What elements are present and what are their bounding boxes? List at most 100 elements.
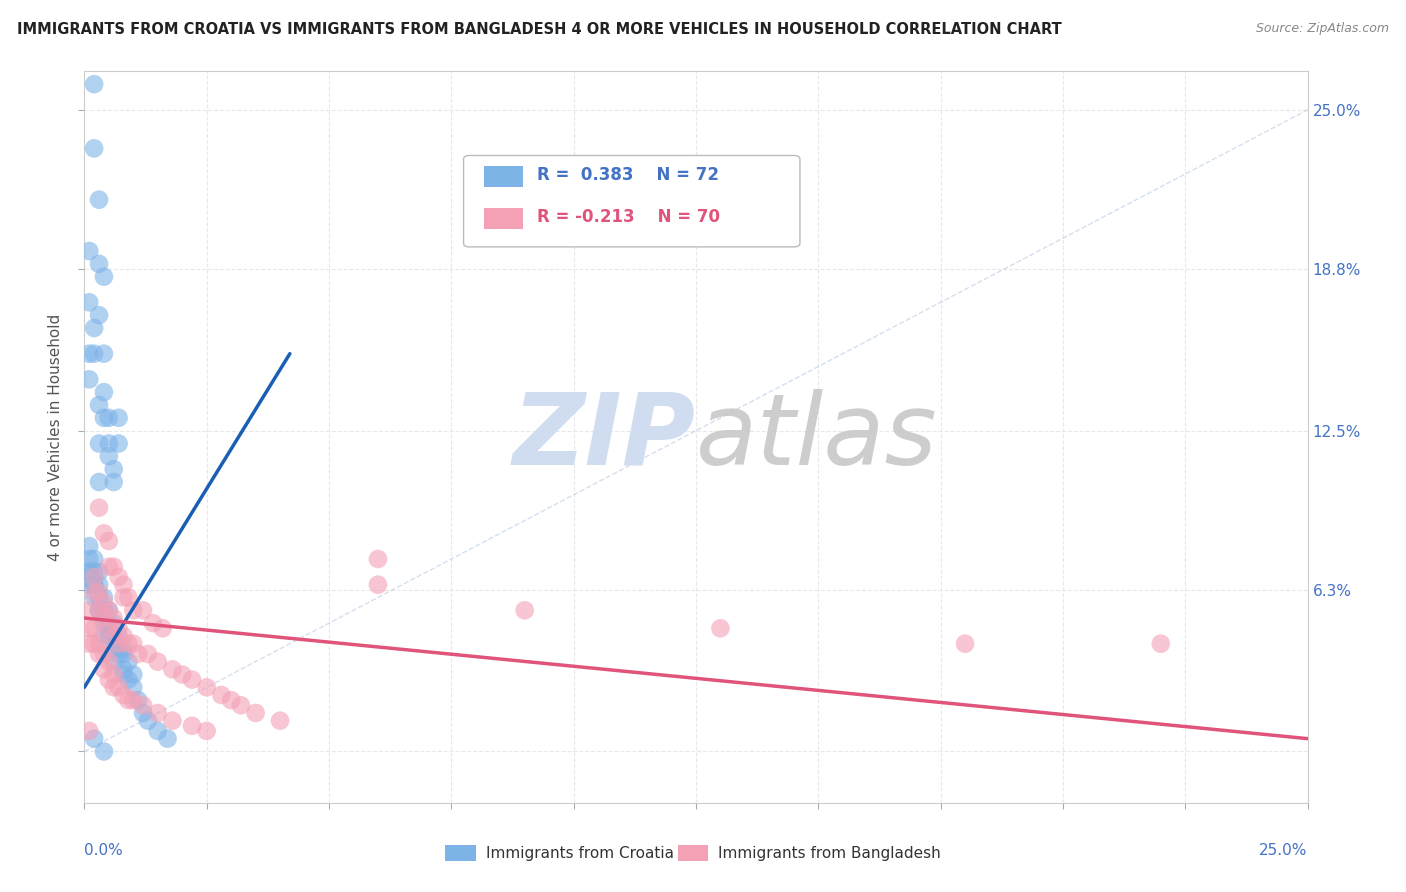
Point: [181, 673, 204, 687]
Point: [172, 667, 194, 681]
Point: [97, 559, 120, 574]
Point: [83, 637, 105, 651]
Point: [93, 596, 115, 610]
Point: [77, 621, 100, 635]
Point: [87, 257, 110, 271]
Point: [127, 647, 149, 661]
Point: [245, 706, 267, 720]
Point: [97, 603, 120, 617]
Point: [146, 723, 169, 738]
Point: [97, 450, 120, 464]
FancyBboxPatch shape: [464, 155, 800, 247]
Point: [93, 603, 115, 617]
Point: [97, 621, 120, 635]
Point: [122, 603, 145, 617]
FancyBboxPatch shape: [678, 846, 709, 862]
Point: [83, 565, 105, 579]
Point: [77, 637, 100, 651]
Text: R = -0.213    N = 70: R = -0.213 N = 70: [537, 208, 720, 226]
Point: [93, 744, 115, 758]
Point: [103, 629, 125, 643]
Point: [97, 616, 120, 631]
Point: [77, 552, 100, 566]
Point: [87, 475, 110, 489]
Y-axis label: 4 or more Vehicles in Household: 4 or more Vehicles in Household: [48, 313, 63, 561]
Point: [87, 603, 110, 617]
Point: [107, 570, 129, 584]
Point: [117, 673, 139, 687]
Point: [117, 591, 139, 605]
Point: [87, 436, 110, 450]
Point: [513, 603, 536, 617]
Point: [127, 693, 149, 707]
Point: [87, 603, 110, 617]
Point: [103, 629, 125, 643]
Point: [107, 637, 129, 651]
Point: [77, 244, 100, 258]
Point: [97, 673, 120, 687]
Point: [93, 603, 115, 617]
Point: [122, 637, 145, 651]
Point: [77, 565, 100, 579]
Point: [87, 398, 110, 412]
Point: [93, 616, 115, 631]
Point: [107, 621, 129, 635]
Point: [83, 77, 105, 91]
Point: [103, 655, 125, 669]
Point: [77, 603, 100, 617]
Point: [709, 621, 731, 635]
Point: [112, 629, 135, 643]
Text: Immigrants from Croatia: Immigrants from Croatia: [485, 846, 673, 861]
Point: [112, 662, 135, 676]
Point: [83, 585, 105, 599]
Point: [1150, 637, 1173, 651]
Point: [112, 591, 135, 605]
Text: Immigrants from Bangladesh: Immigrants from Bangladesh: [718, 846, 941, 861]
Point: [117, 655, 139, 669]
Point: [93, 629, 115, 643]
Point: [162, 714, 184, 728]
Text: atlas: atlas: [696, 389, 938, 485]
Point: [107, 681, 129, 695]
Point: [367, 552, 389, 566]
Point: [107, 641, 129, 656]
Point: [195, 681, 218, 695]
Point: [103, 681, 125, 695]
Point: [83, 577, 105, 591]
Point: [87, 585, 110, 599]
Text: IMMIGRANTS FROM CROATIA VS IMMIGRANTS FROM BANGLADESH 4 OR MORE VEHICLES IN HOUS: IMMIGRANTS FROM CROATIA VS IMMIGRANTS FR…: [17, 22, 1062, 37]
Text: 25.0%: 25.0%: [1260, 843, 1308, 858]
Point: [103, 475, 125, 489]
Point: [87, 637, 110, 651]
Point: [93, 662, 115, 676]
Point: [77, 577, 100, 591]
Point: [103, 629, 125, 643]
Point: [103, 559, 125, 574]
FancyBboxPatch shape: [484, 208, 523, 228]
Point: [87, 500, 110, 515]
Point: [132, 698, 155, 713]
Point: [97, 534, 120, 549]
Point: [97, 655, 120, 669]
Point: [181, 719, 204, 733]
Point: [83, 141, 105, 155]
Point: [93, 591, 115, 605]
Text: R =  0.383    N = 72: R = 0.383 N = 72: [537, 166, 718, 185]
Point: [77, 565, 100, 579]
Point: [87, 565, 110, 579]
Point: [93, 385, 115, 400]
Point: [103, 616, 125, 631]
Point: [209, 688, 232, 702]
Point: [93, 647, 115, 661]
Point: [87, 577, 110, 591]
Point: [83, 577, 105, 591]
Point: [93, 611, 115, 625]
Point: [83, 591, 105, 605]
Point: [269, 714, 291, 728]
Text: 0.0%: 0.0%: [84, 843, 124, 858]
Point: [122, 681, 145, 695]
Point: [87, 193, 110, 207]
Point: [112, 688, 135, 702]
Point: [122, 667, 145, 681]
Point: [97, 436, 120, 450]
